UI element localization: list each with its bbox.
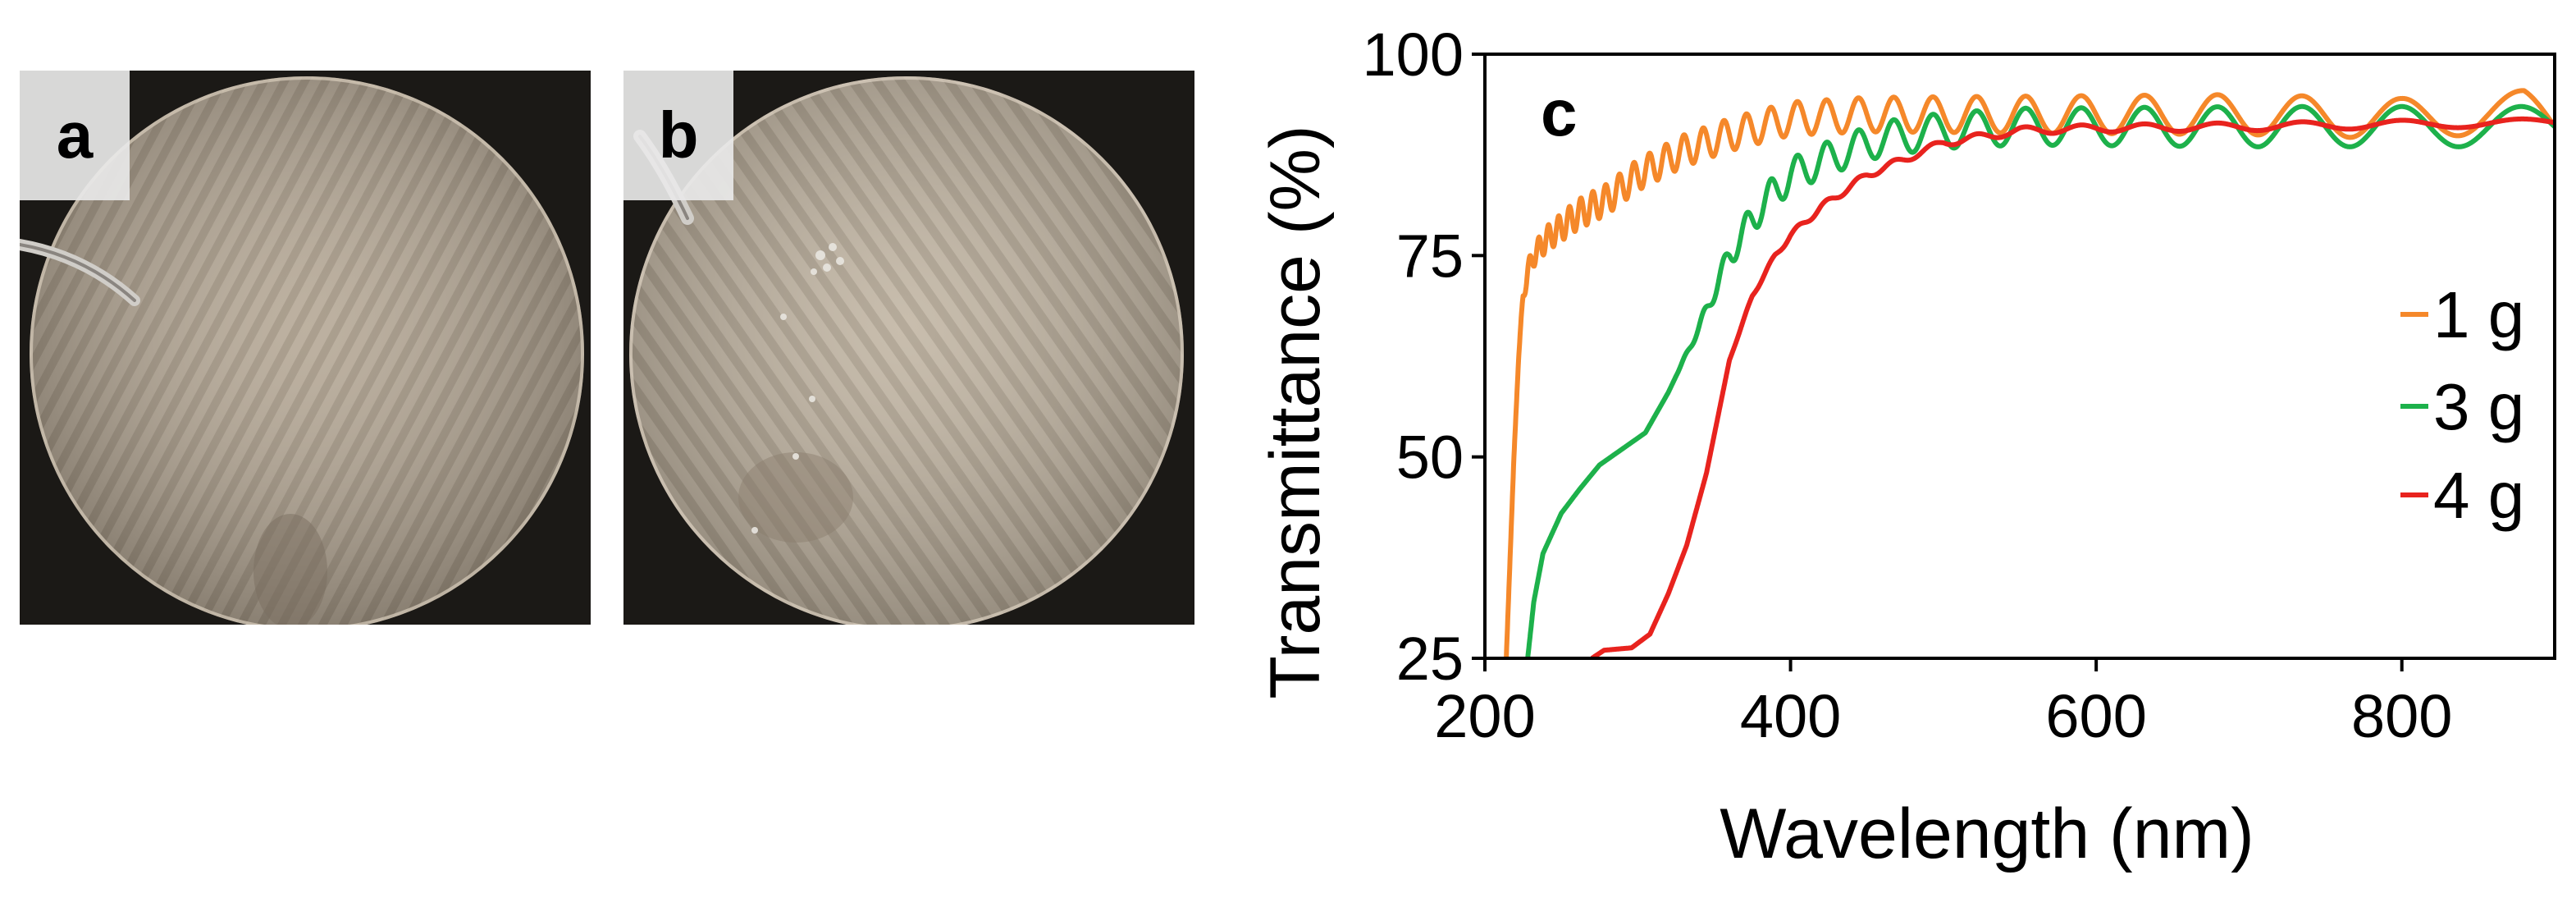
transmittance-chart: 200 400 600 800 25 50 75 100 c Wavelength (nm)…: [1256, 21, 2556, 873]
legend: 1 g 3 g 4 g: [2400, 278, 2524, 532]
x-tick-label: 800: [2351, 682, 2452, 750]
plot-frame: [1483, 53, 2556, 660]
photo-panel-a: a: [20, 71, 591, 625]
film-photo-a: [20, 71, 591, 625]
legend-label: 4 g: [2433, 459, 2524, 532]
y-tick-label: 75: [1396, 222, 1464, 290]
y-tick-label: 100: [1363, 21, 1464, 89]
y-tick-label: 25: [1396, 625, 1464, 693]
panel-label-c: c: [1541, 76, 1578, 149]
panel-label-b: b: [623, 71, 733, 200]
panel-label-a: a: [20, 71, 130, 200]
legend-label: 1 g: [2433, 278, 2524, 351]
y-tick-label: 50: [1396, 424, 1464, 492]
series-layer: [1504, 88, 2555, 658]
x-tick-label: 200: [1434, 682, 1535, 750]
series-line-4g: [1589, 116, 2555, 658]
x-tick-label: 600: [2045, 682, 2146, 750]
series-line-3g: [1525, 103, 2555, 658]
x-axis-title: Wavelength (nm): [1720, 795, 2254, 873]
x-axis-ticks: 200 400 600 800: [1434, 658, 2452, 750]
legend-label: 3 g: [2433, 370, 2524, 443]
y-axis-ticks: 25 50 75 100: [1363, 21, 1485, 693]
series-line-1g: [1504, 88, 2555, 658]
x-tick-label: 400: [1740, 682, 1841, 750]
photo-panel-b: b: [623, 71, 1194, 625]
bubbles: [751, 243, 844, 534]
y-axis-title: Transmittance (%): [1256, 125, 1335, 699]
